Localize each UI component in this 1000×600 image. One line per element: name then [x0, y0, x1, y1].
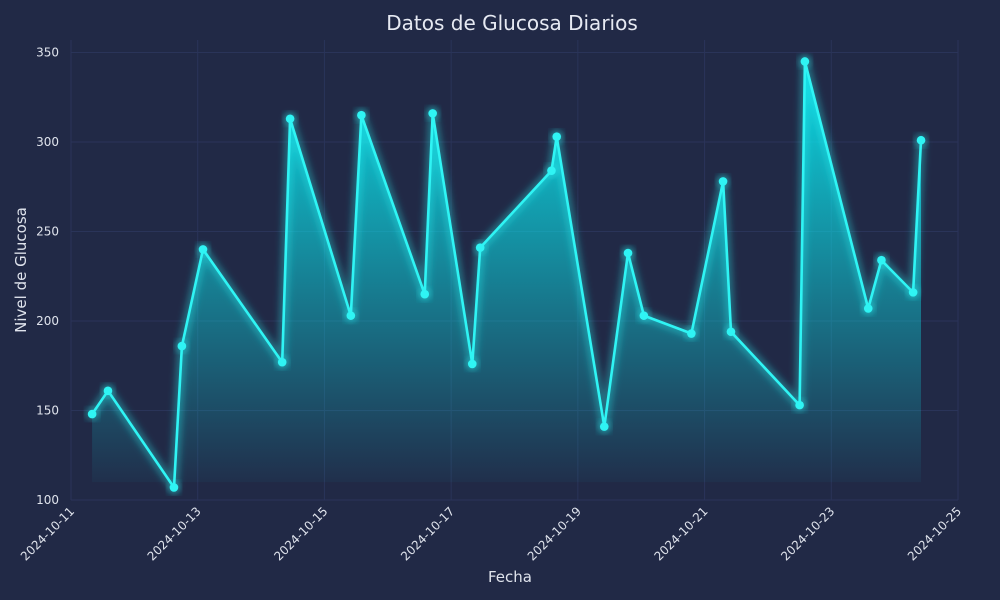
data-point [346, 311, 356, 320]
data-point [428, 109, 437, 118]
chart-title: Datos de Glucosa Diarios [386, 11, 638, 35]
data-point [726, 327, 736, 337]
x-axis-label: Fecha [488, 568, 532, 586]
data-point [198, 245, 208, 254]
data-point [552, 132, 562, 141]
data-point [687, 329, 696, 338]
x-tick-label: 2024-10-25 [905, 504, 964, 563]
data-point [863, 304, 873, 313]
x-tick-label: 2024-10-21 [651, 504, 710, 563]
data-point [718, 177, 728, 186]
x-tick-label: 2024-10-11 [18, 504, 77, 563]
data-points [85, 54, 929, 495]
data-point [877, 255, 886, 265]
y-tick-label: 250 [36, 225, 59, 239]
x-tick-label: 2024-10-15 [271, 504, 330, 563]
x-tick-label: 2024-10-23 [778, 504, 837, 563]
x-tick-label: 2024-10-19 [525, 504, 584, 563]
y-tick-label: 150 [36, 404, 59, 418]
y-axis-label: Nivel de Glucosa [12, 207, 30, 333]
data-point [103, 386, 113, 396]
x-tick-label: 2024-10-17 [398, 504, 457, 563]
y-axis-ticks: 100 150 200 250 300 350 [36, 46, 59, 507]
data-point [87, 409, 97, 419]
x-tick-label: 2024-10-13 [145, 504, 204, 563]
data-point [285, 114, 295, 124]
data-point [623, 248, 633, 258]
y-tick-label: 200 [36, 314, 59, 328]
data-point [475, 243, 485, 252]
data-point [420, 289, 430, 299]
data-point [795, 400, 804, 410]
data-point [547, 166, 556, 175]
data-point [800, 57, 810, 66]
area-fill [92, 61, 922, 488]
data-point [908, 288, 918, 297]
data-point [916, 135, 926, 145]
data-point [177, 341, 187, 351]
y-tick-label: 300 [36, 135, 59, 149]
y-tick-label: 100 [36, 493, 59, 507]
y-tick-label: 350 [36, 46, 59, 60]
data-point [169, 483, 179, 492]
data-point [357, 110, 366, 120]
data-point [277, 357, 287, 367]
x-axis-ticks: 2024-10-11 2024-10-13 2024-10-15 2024-10-17… [18, 504, 964, 563]
data-point [639, 311, 649, 320]
data-point [599, 422, 609, 431]
data-point [467, 359, 477, 369]
area-shape [92, 61, 922, 488]
